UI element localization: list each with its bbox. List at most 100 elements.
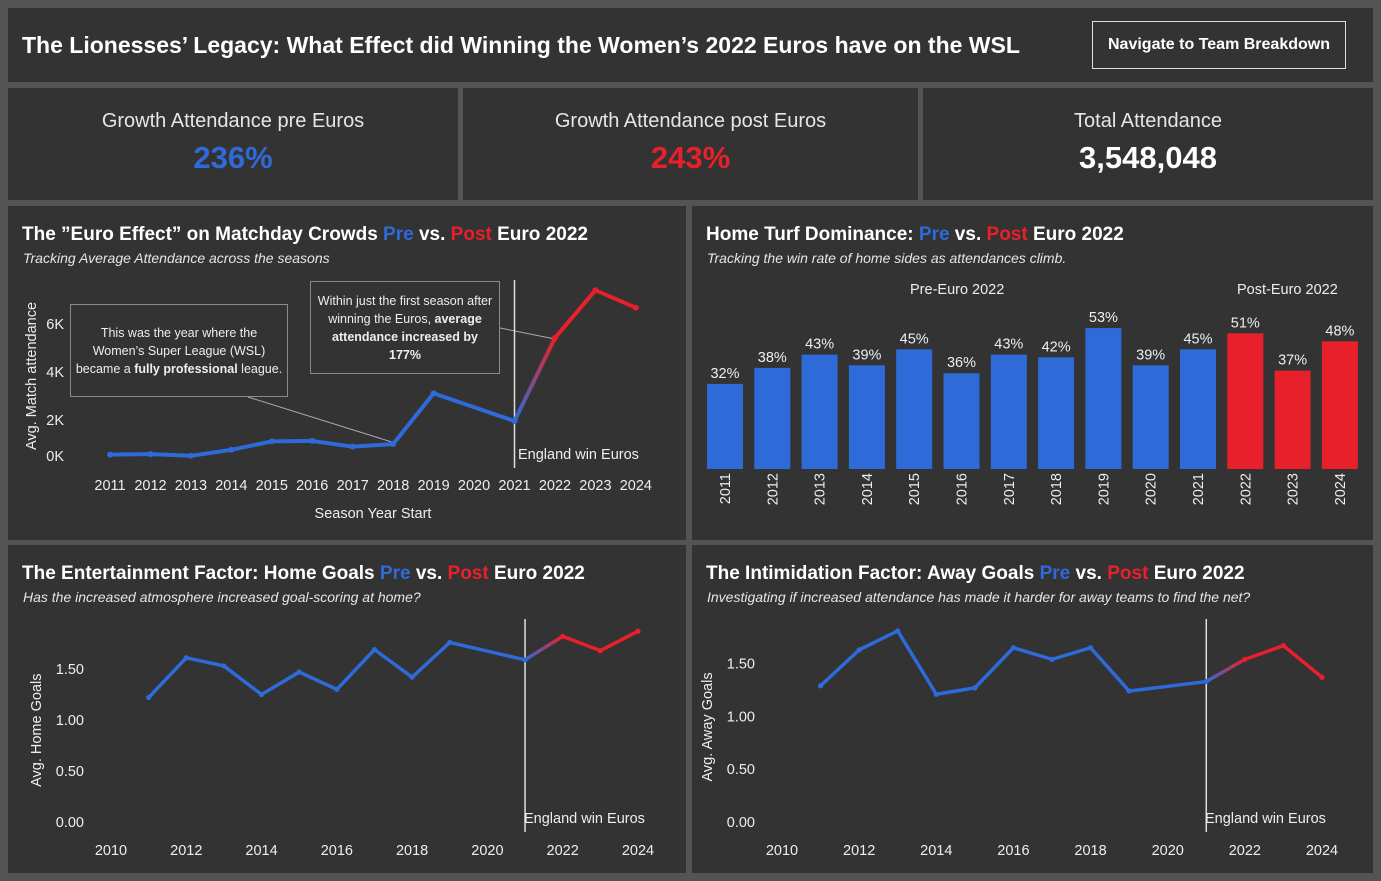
title-post: Post — [450, 224, 492, 245]
chart-title: The Entertainment Factor: Home Goals Pre… — [22, 563, 585, 585]
line-segment — [818, 648, 861, 688]
home-goals-line-chart: 2010 2012 2014 2016 2018 2020 2022 2024 0.00 0.50… — [29, 619, 654, 859]
kpi-label: Growth Attendance post Euros — [554, 110, 827, 132]
line-segment — [1011, 646, 1054, 662]
data-point — [635, 628, 641, 634]
x-tick-label: 2011 — [94, 478, 125, 494]
line-segment — [857, 629, 900, 652]
reference-label: England win Euros — [518, 447, 639, 463]
x-tick-label: 2017 — [337, 478, 369, 494]
x-tick-label: 2018 — [377, 478, 409, 494]
x-tick-label: 2018 — [1049, 473, 1065, 505]
kpi-label: Total Attendance — [1074, 110, 1222, 132]
line-segment — [310, 438, 355, 449]
line-segment — [593, 288, 638, 310]
y-tick-label: 0.00 — [56, 815, 84, 831]
data-point — [349, 443, 356, 450]
bar — [1085, 328, 1122, 469]
bar-value-label: 45% — [1183, 331, 1212, 347]
title-text: The Entertainment Factor: Home Goals — [22, 563, 380, 584]
line-segment — [391, 391, 436, 447]
data-point — [1319, 674, 1325, 680]
line-segment — [350, 442, 396, 449]
x-tick-label: 2022 — [539, 478, 571, 494]
x-tick-label: 2020 — [471, 843, 503, 859]
bar — [1227, 333, 1264, 469]
x-tick-label: 2014 — [245, 843, 277, 859]
annotation-text: league. — [237, 361, 283, 376]
line-segment — [297, 670, 339, 692]
line-segment — [1088, 646, 1131, 693]
bar-value-label: 48% — [1325, 323, 1354, 339]
x-tick-label: 2016 — [296, 478, 328, 494]
data-point — [107, 451, 113, 458]
x-tick-label: 2012 — [134, 478, 166, 494]
bar-value-label: 32% — [710, 366, 739, 382]
data-point — [258, 691, 265, 698]
win-rate-chart-panel: 32% 2011 38% 2012 43% 2013 39% 2014 45% 2015 36% 20… — [692, 206, 1373, 540]
annotation-connector — [247, 396, 396, 444]
y-tick-label: 0K — [46, 449, 64, 465]
y-tick-label: 1.00 — [56, 713, 84, 729]
x-tick-label: 2020 — [458, 478, 490, 494]
y-tick-label: 1.00 — [727, 709, 755, 725]
x-tick-label: 2011 — [718, 473, 734, 504]
data-point — [1049, 656, 1055, 663]
chart-subtitle: Tracking Average Attendance across the s… — [23, 250, 330, 266]
line-segment — [598, 629, 640, 653]
line-segment — [188, 447, 234, 458]
bar-value-label: 43% — [805, 337, 834, 353]
x-tick-label: 2010 — [766, 843, 798, 859]
bar — [801, 354, 838, 469]
title-vs: vs. — [410, 563, 448, 584]
pre-euro-label: Pre-Euro 2022 — [910, 282, 1005, 298]
navigate-team-breakdown-button[interactable]: Navigate to Team Breakdown — [1092, 21, 1346, 69]
away-goals-line-chart: 2010 2012 2014 2016 2018 2020 2022 2024 0.00 0.50… — [700, 619, 1338, 859]
data-point — [522, 657, 528, 663]
bar — [707, 383, 743, 469]
x-tick-label: 2016 — [955, 473, 971, 505]
y-tick-label: 1.50 — [56, 662, 84, 678]
title-post: Post — [447, 563, 489, 584]
data-point — [187, 452, 194, 459]
dashboard-title: The Lionesses’ Legacy: What Effect did W… — [22, 32, 1020, 58]
y-axis-label: Avg. Home Goals — [29, 674, 45, 787]
x-tick-label: 2022 — [1229, 843, 1261, 859]
x-tick-label: 2012 — [170, 843, 202, 859]
data-point — [409, 674, 415, 680]
y-tick-label: 0.00 — [727, 815, 755, 831]
x-tick-label: 2019 — [1096, 473, 1112, 505]
annotation-bold: fully professional — [134, 361, 238, 376]
bar — [1038, 357, 1075, 469]
line-segment — [146, 656, 189, 700]
x-tick-label: 2015 — [907, 473, 923, 505]
line-segment — [448, 640, 527, 662]
line-segment — [523, 634, 565, 662]
title-euro: Euro 2022 — [1148, 563, 1245, 584]
chart-title: The ”Euro Effect” on Matchday Crowds Pre… — [22, 224, 588, 246]
data-point — [1242, 656, 1248, 663]
x-tick-label: 2017 — [1002, 473, 1018, 505]
bar-value-label: 51% — [1231, 315, 1260, 331]
annotation-connector — [499, 327, 556, 340]
chart-subtitle: Tracking the win rate of home sides as a… — [707, 250, 1067, 266]
bar — [1132, 365, 1169, 469]
data-point — [551, 334, 558, 341]
bar — [1274, 370, 1311, 469]
line-segment — [431, 391, 517, 423]
line-segment — [1204, 657, 1247, 684]
x-tick-label: 2021 — [498, 478, 530, 494]
kpi-label: Growth Attendance pre Euros — [101, 110, 365, 132]
line-segment — [512, 335, 557, 423]
x-tick-label: 2018 — [1074, 843, 1106, 859]
y-tick-label: 1.50 — [727, 657, 755, 673]
x-tick-label: 2012 — [765, 473, 781, 505]
bar — [943, 373, 980, 469]
data-point — [1280, 643, 1287, 649]
annotation-bold: average attendance increased by 177% — [332, 311, 482, 362]
line-segment — [229, 439, 274, 452]
x-tick-label: 2012 — [843, 843, 875, 859]
data-point — [1087, 645, 1094, 651]
x-tick-label: 2023 — [1286, 473, 1302, 505]
attendance-chart-panel: 2011 2012 2013 2014 2015 2016 2017 2018 2019 2020… — [8, 206, 686, 540]
